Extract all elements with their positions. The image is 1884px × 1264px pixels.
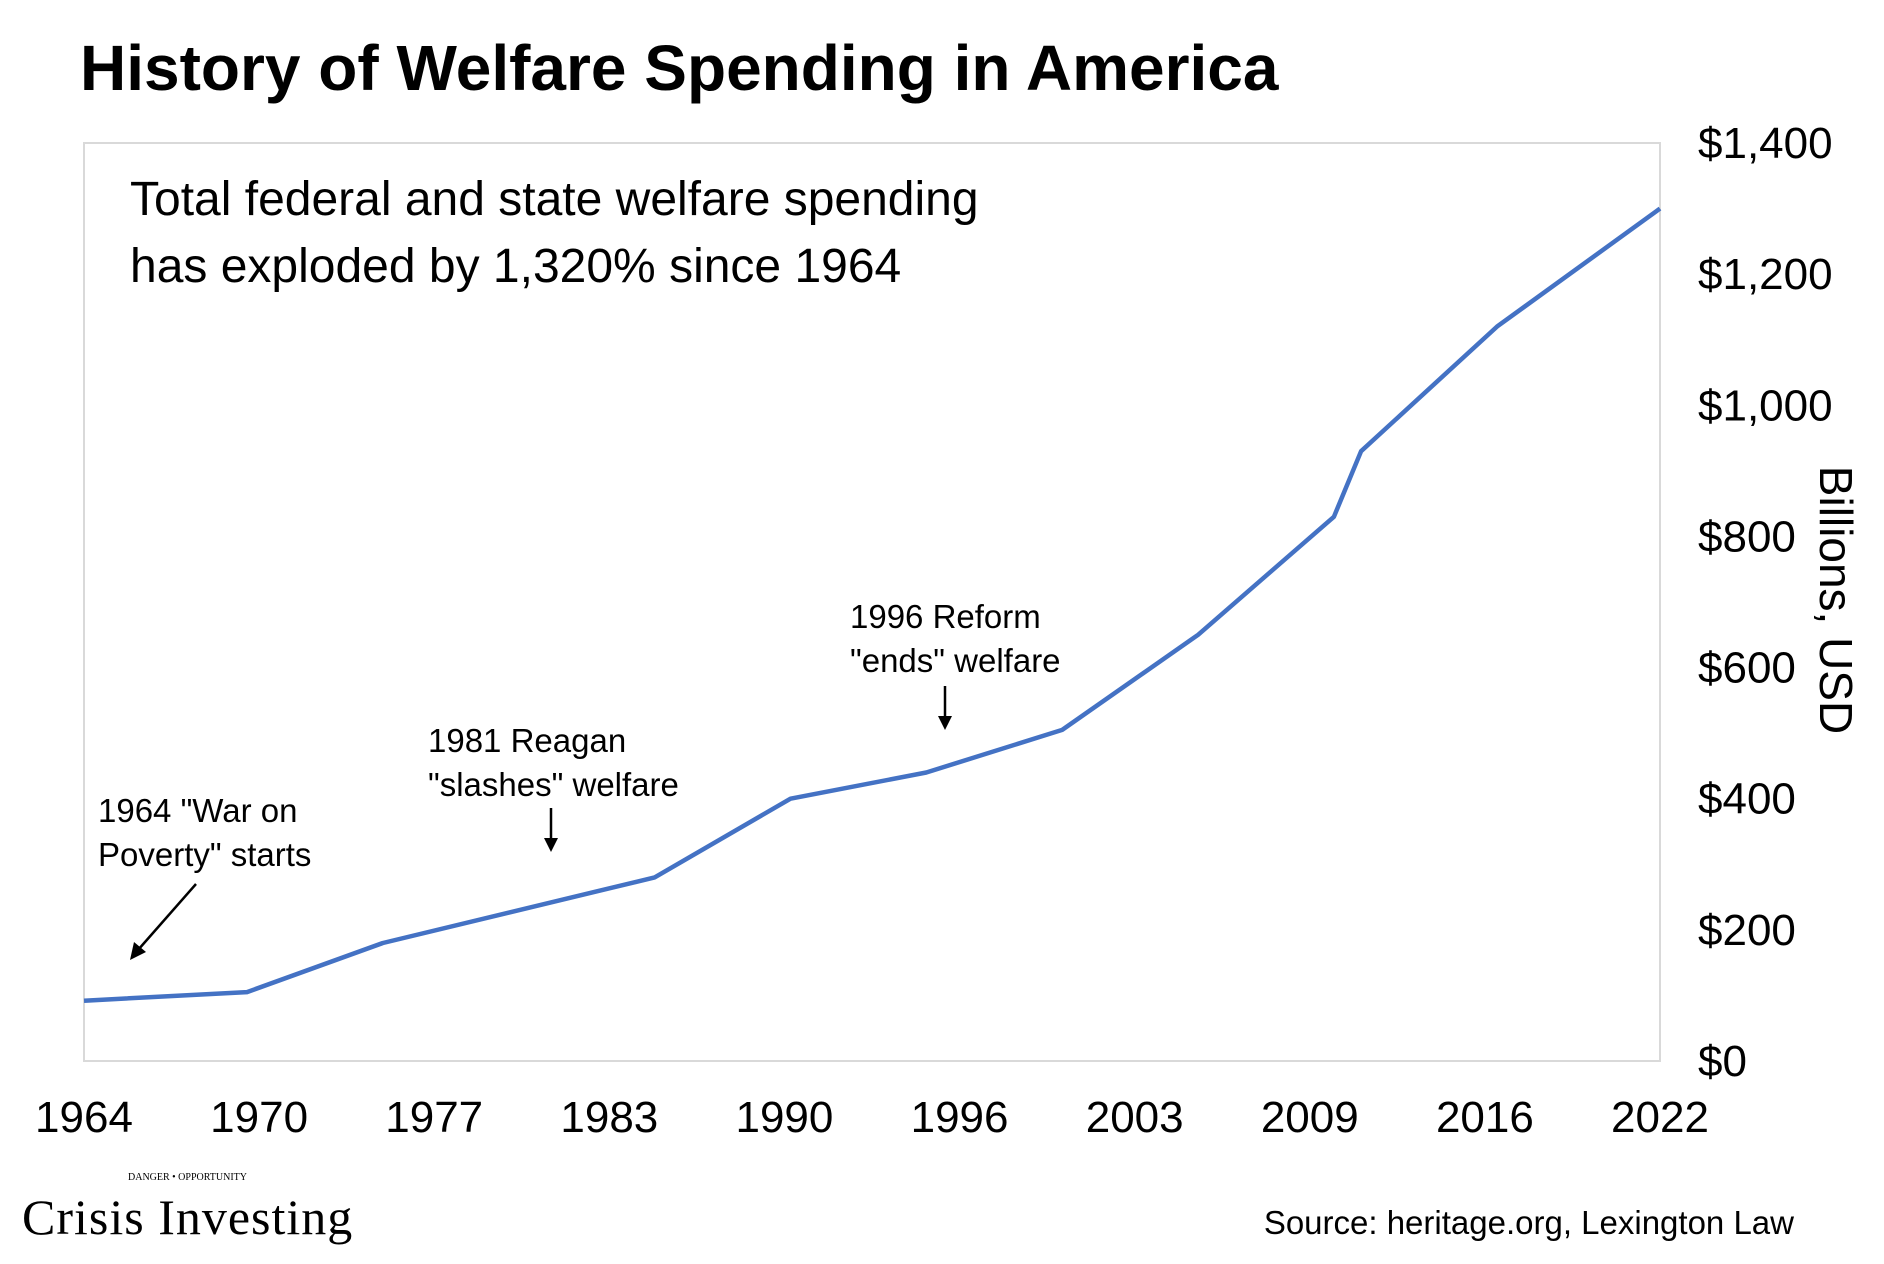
source-note: Source: heritage.org, Lexington Law <box>1264 1204 1794 1241</box>
annotation-war-on-poverty-arrow-head <box>130 942 146 960</box>
subtitle-line-2: has exploded by 1,320% since 1964 <box>130 240 901 293</box>
annotation-reform-line-2: "ends" welfare <box>850 642 1061 679</box>
x-axis-ticks: 1964 1970 1977 1983 1990 1996 2003 2009 2016 2022 <box>35 1093 1709 1142</box>
x-tick-label: 1964 <box>35 1093 133 1142</box>
annotation-war-on-poverty-line-2: Poverty" starts <box>98 836 311 873</box>
annotation-war-on-poverty: 1964 "War on Poverty" starts <box>98 792 311 960</box>
y-tick-label: $1,400 <box>1698 119 1833 168</box>
annotation-reagan-line-1: 1981 Reagan <box>428 722 626 759</box>
x-tick-label: 2003 <box>1086 1093 1184 1142</box>
annotation-reform-arrow-head <box>938 716 952 730</box>
x-tick-label: 1990 <box>735 1093 833 1142</box>
y-axis-label: Billions, USD <box>1810 466 1862 734</box>
series-layer <box>83 206 1662 1003</box>
y-tick-label: $800 <box>1698 512 1796 561</box>
plot-area <box>83 142 1661 1062</box>
annotation-reform-line-1: 1996 Reform <box>850 598 1041 635</box>
annotation-reform: 1996 Reform "ends" welfare <box>850 598 1061 730</box>
subtitle-line-1: Total federal and state welfare spending <box>130 173 979 226</box>
chart-title: History of Welfare Spending in America <box>80 32 1279 104</box>
y-tick-label: $400 <box>1698 775 1796 824</box>
x-tick-label: 2022 <box>1611 1093 1709 1142</box>
crisis-investing-logo: DANGER • OPPORTUNITY Crisis Investing <box>22 1172 353 1245</box>
annotation-reagan: 1981 Reagan "slashes" welfare <box>428 722 679 852</box>
series-line-0 <box>83 206 1662 1003</box>
y-axis-ticks: $0 $200 $400 $600 $800 $1,000 $1,200 $1,400 <box>1698 119 1833 1086</box>
logo-wordmark: Crisis Investing <box>22 1189 353 1245</box>
x-tick-label: 2009 <box>1261 1093 1359 1142</box>
y-tick-label: $600 <box>1698 644 1796 693</box>
x-tick-label: 2016 <box>1436 1093 1534 1142</box>
x-tick-label: 1977 <box>385 1093 483 1142</box>
x-tick-label: 1983 <box>560 1093 658 1142</box>
y-tick-label: $1,000 <box>1698 381 1833 430</box>
annotation-war-on-poverty-arrow-shaft <box>137 883 197 951</box>
annotation-war-on-poverty-line-1: 1964 "War on <box>98 792 297 829</box>
x-tick-label: 1996 <box>911 1093 1009 1142</box>
annotation-reagan-arrow-head <box>544 838 558 852</box>
y-tick-label: $1,200 <box>1698 250 1833 299</box>
annotation-reagan-line-2: "slashes" welfare <box>428 766 679 803</box>
x-tick-label: 1970 <box>210 1093 308 1142</box>
y-tick-label: $200 <box>1698 906 1796 955</box>
logo-tagline: DANGER • OPPORTUNITY <box>128 1172 247 1183</box>
y-tick-label: $0 <box>1698 1037 1747 1086</box>
